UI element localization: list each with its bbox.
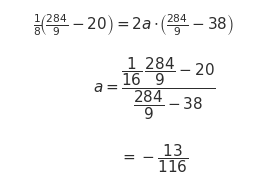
Text: $a=\dfrac{{\dfrac{1}{16}}\,\dfrac{284}{9}-20}{\dfrac{284}{9}-38}$: $a=\dfrac{{\dfrac{1}{16}}\,\dfrac{284}{9…: [93, 55, 216, 122]
Text: $\frac{1}{8}\!\left(\frac{284}{9}-20\right)=2a\cdot\!\left(\frac{284}{9}-38\righ: $\frac{1}{8}\!\left(\frac{284}{9}-20\rig…: [33, 12, 234, 38]
Text: $=-\dfrac{13}{116}$: $=-\dfrac{13}{116}$: [120, 143, 189, 175]
